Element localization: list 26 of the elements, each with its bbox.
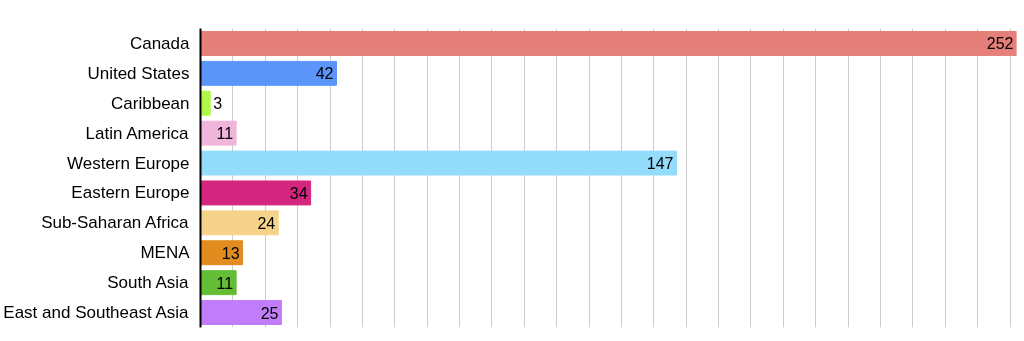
y-tick-label: South Asia <box>107 273 190 293</box>
bar <box>200 210 279 236</box>
y-tick-label: MENA <box>140 243 191 263</box>
bar <box>200 300 282 326</box>
bar <box>200 150 677 176</box>
y-tick-label: United States <box>87 63 190 83</box>
data-label: 11 <box>216 125 234 143</box>
y-tick-label: Latin America <box>85 123 190 143</box>
data-label: 11 <box>216 274 234 292</box>
bar <box>200 60 337 86</box>
y-tick-label: Sub-Saharan Africa <box>41 213 190 233</box>
data-label: 252 <box>986 35 1014 53</box>
y-tick-label: Western Europe <box>66 153 190 173</box>
data-label: 13 <box>221 244 240 262</box>
y-tick-label: East and Southeast Asia <box>3 303 190 323</box>
bar <box>200 30 1017 56</box>
data-label: 42 <box>315 65 334 83</box>
data-label: 34 <box>289 184 308 202</box>
data-label: 147 <box>646 155 674 173</box>
data-label: 3 <box>213 95 223 113</box>
y-tick-label: Canada <box>129 33 191 53</box>
data-label: 25 <box>260 304 279 322</box>
y-tick-label: Caribbean <box>111 93 190 113</box>
y-tick-label: Eastern Europe <box>71 183 190 203</box>
bar <box>200 180 312 206</box>
data-label: 24 <box>257 214 276 232</box>
